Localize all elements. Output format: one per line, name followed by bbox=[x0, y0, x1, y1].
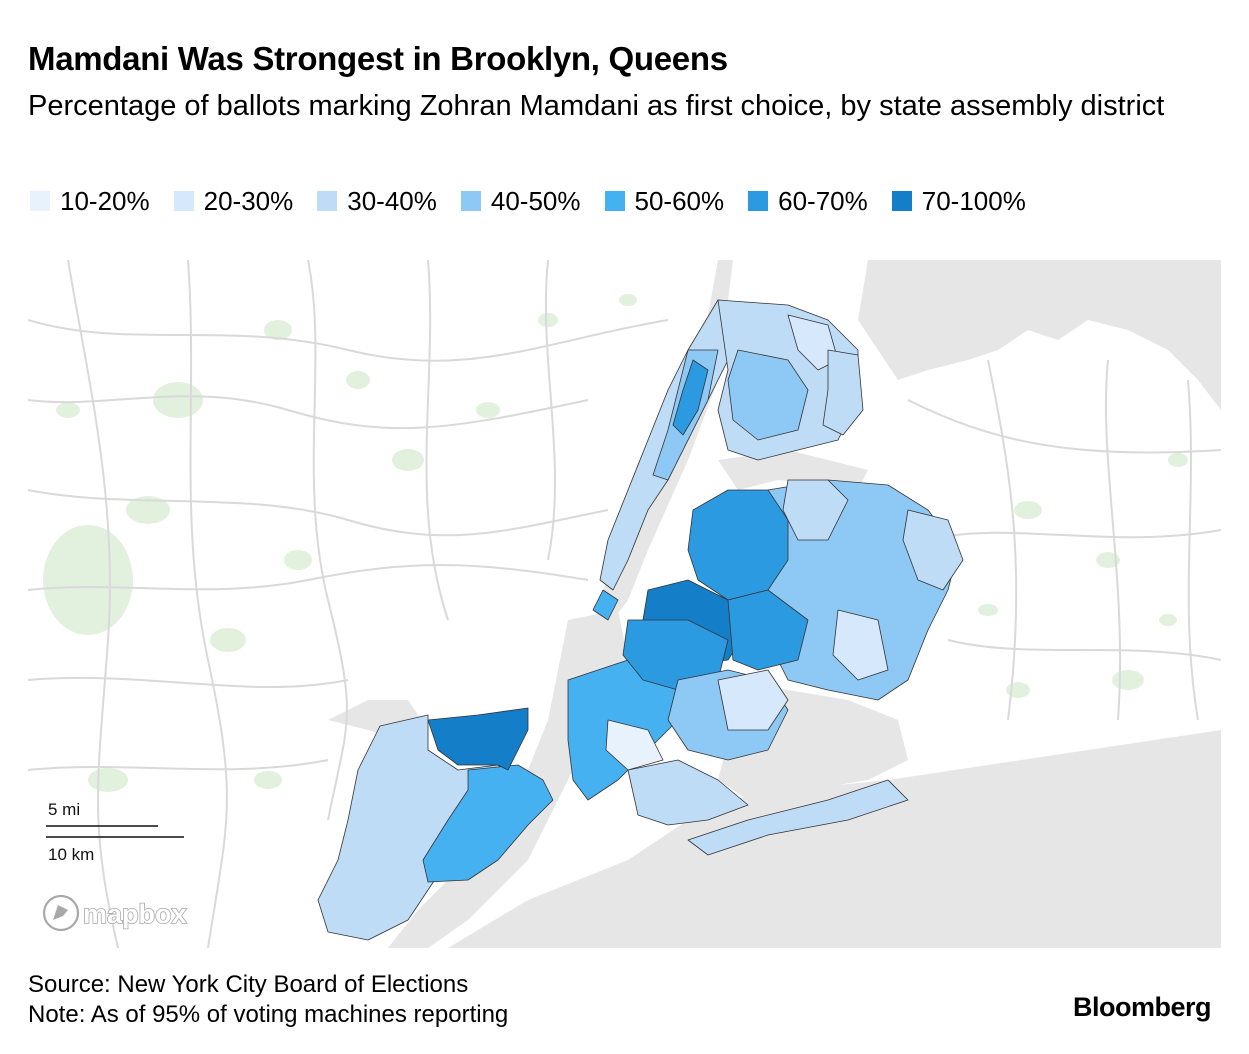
mapbox-logo[interactable]: mapbox bbox=[42, 894, 187, 932]
map-canvas[interactable]: 5 mi 10 km mapbox bbox=[28, 260, 1221, 948]
scale-bar: 5 mi 10 km bbox=[46, 800, 184, 864]
legend-swatch bbox=[173, 191, 194, 211]
district-jackson-heights bbox=[687, 489, 789, 601]
legend-label: 70-100% bbox=[921, 185, 1026, 216]
roads-layer bbox=[28, 260, 1221, 948]
bloomberg-logo: Bloomberg bbox=[1072, 992, 1212, 1022]
district-ridgewood bbox=[727, 589, 809, 671]
district-si-north bbox=[427, 707, 529, 771]
legend-item-30-40: 30-40% bbox=[317, 186, 437, 216]
district-queens-south bbox=[832, 609, 889, 681]
chart-title: Mamdani Was Strongest in Brooklyn, Queen… bbox=[28, 40, 728, 77]
atlantic-ocean bbox=[448, 730, 1221, 948]
data-note: Note: As of 95% of voting machines repor… bbox=[28, 1001, 509, 1028]
district-bronx-east bbox=[822, 349, 864, 436]
legend-swatch bbox=[460, 191, 481, 211]
legend-swatch bbox=[748, 191, 769, 211]
legend-item-20-30: 20-30% bbox=[173, 185, 294, 216]
district-queens-northeast bbox=[902, 509, 964, 591]
scale-miles-label: 5 mi bbox=[48, 800, 80, 819]
legend-label: 10-20% bbox=[60, 185, 150, 216]
district-canarsie bbox=[717, 669, 789, 731]
district-rockaway bbox=[687, 779, 909, 856]
mapbox-logo-text: mapbox bbox=[83, 899, 187, 929]
legend-label: 40-50% bbox=[490, 185, 581, 216]
legend-label: 50-60% bbox=[634, 185, 725, 216]
district-harlem bbox=[672, 359, 709, 436]
legend-label: 30-40% bbox=[347, 185, 437, 216]
legend-swatch bbox=[30, 191, 50, 211]
district-borough-park bbox=[605, 719, 664, 771]
legend-label: 60-70% bbox=[778, 185, 868, 216]
legend-swatch bbox=[604, 191, 625, 211]
district-lower-manhattan bbox=[592, 589, 619, 621]
legend: 10-20% 20-30% 30-40% 40-50% 50-60% 60-70… bbox=[30, 186, 1030, 216]
legend-item-70-100: 70-100% bbox=[891, 185, 1026, 216]
chart-subtitle: Percentage of ballots marking Zohran Mam… bbox=[28, 90, 1165, 122]
legend-item-60-70: 60-70% bbox=[748, 186, 868, 216]
long-island-sound bbox=[858, 260, 1221, 410]
map-svg: 5 mi 10 km mapbox bbox=[28, 260, 1221, 948]
legend-swatch bbox=[317, 191, 338, 211]
legend-item-40-50: 40-50% bbox=[460, 185, 581, 216]
legend-swatch bbox=[891, 191, 912, 211]
districts-layer bbox=[317, 299, 964, 941]
legend-label: 20-30% bbox=[203, 185, 294, 216]
footer: Source: New York City Board of Elections… bbox=[28, 970, 508, 1030]
district-si-east bbox=[422, 764, 554, 883]
legend-item-50-60: 50-60% bbox=[604, 185, 725, 216]
district-bronx-central bbox=[727, 349, 809, 441]
legend-item-10-20: 10-20% bbox=[30, 186, 150, 216]
district-flushing bbox=[782, 479, 849, 541]
district-brooklyn-south bbox=[627, 759, 749, 826]
source-note: Source: New York City Board of Elections bbox=[28, 971, 469, 998]
scale-km-label: 10 km bbox=[48, 845, 94, 864]
